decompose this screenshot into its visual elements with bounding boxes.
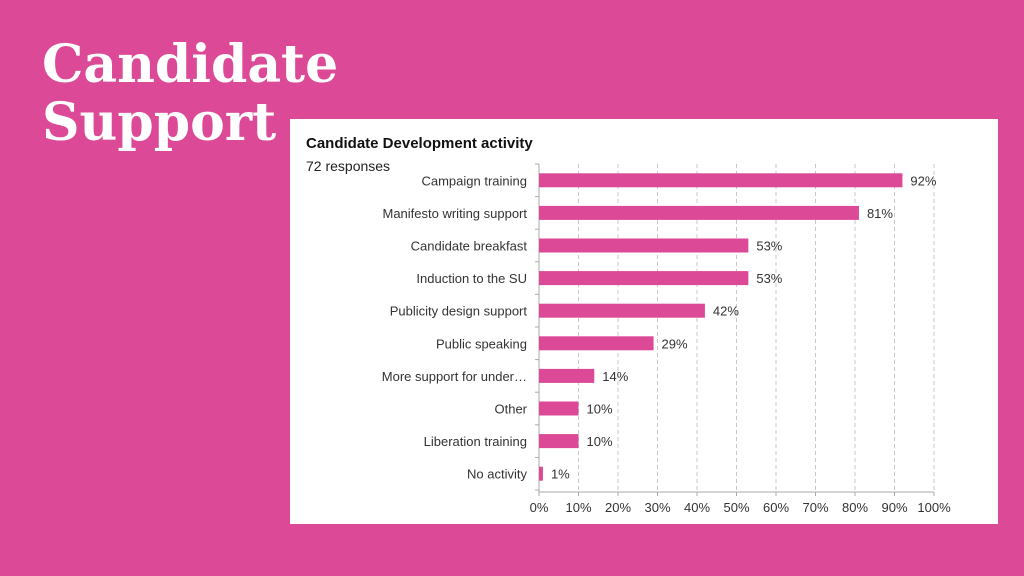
category-label: Publicity design support <box>390 304 528 319</box>
category-label: Induction to the SU <box>416 271 527 286</box>
bar <box>539 368 595 383</box>
bar <box>539 303 705 318</box>
category-label: Liberation training <box>424 434 527 449</box>
slide-title-line-2: Support <box>42 92 277 153</box>
category-label: Manifesto writing support <box>382 206 527 221</box>
bar <box>539 271 749 286</box>
x-tick-label: 10% <box>565 500 591 515</box>
x-tick-label: 40% <box>684 500 710 515</box>
x-tick-label: 70% <box>802 500 828 515</box>
x-tick-label: 0% <box>530 500 549 515</box>
category-label: Candidate breakfast <box>411 239 528 254</box>
x-tick-label: 30% <box>644 500 670 515</box>
bar <box>539 173 903 188</box>
bar-chart: 0% 10% 20% 30% 40% 50% 60% 70% 80% 90% 100% Campaig… <box>382 163 951 515</box>
bar <box>539 238 749 253</box>
bar <box>539 434 579 449</box>
x-tick-label: 20% <box>605 500 631 515</box>
data-label: 14% <box>602 369 628 384</box>
category-label: No activity <box>467 467 527 482</box>
chart-title: Candidate Development activity <box>306 135 533 152</box>
data-label: 81% <box>867 206 893 221</box>
category-label: Campaign training <box>421 173 527 188</box>
data-label: 29% <box>662 336 688 351</box>
data-label: 53% <box>756 239 782 254</box>
slide-title-line-1: Candidate <box>42 34 339 95</box>
x-tick-label: 100% <box>917 500 951 515</box>
bar <box>539 205 859 220</box>
slide-title: Candidate Support <box>42 36 338 152</box>
category-label: Public speaking <box>436 336 527 351</box>
chart-card: Candidate Development activity 72 respon… <box>290 119 998 524</box>
category-label: Other <box>494 402 527 417</box>
data-label: 10% <box>587 402 613 417</box>
data-label: 10% <box>587 434 613 449</box>
x-tick-label: 60% <box>763 500 789 515</box>
data-label: 42% <box>713 304 739 319</box>
bar <box>539 466 543 481</box>
data-label: 1% <box>551 467 570 482</box>
category-label: More support for under… <box>382 369 527 384</box>
x-tick-label: 80% <box>842 500 868 515</box>
x-tick-label: 50% <box>723 500 749 515</box>
x-tick-label: 90% <box>881 500 907 515</box>
bar <box>539 401 579 416</box>
bar <box>539 336 654 351</box>
chart-subtitle: 72 responses <box>306 158 391 174</box>
data-label: 53% <box>756 271 782 286</box>
data-label: 92% <box>910 173 936 188</box>
